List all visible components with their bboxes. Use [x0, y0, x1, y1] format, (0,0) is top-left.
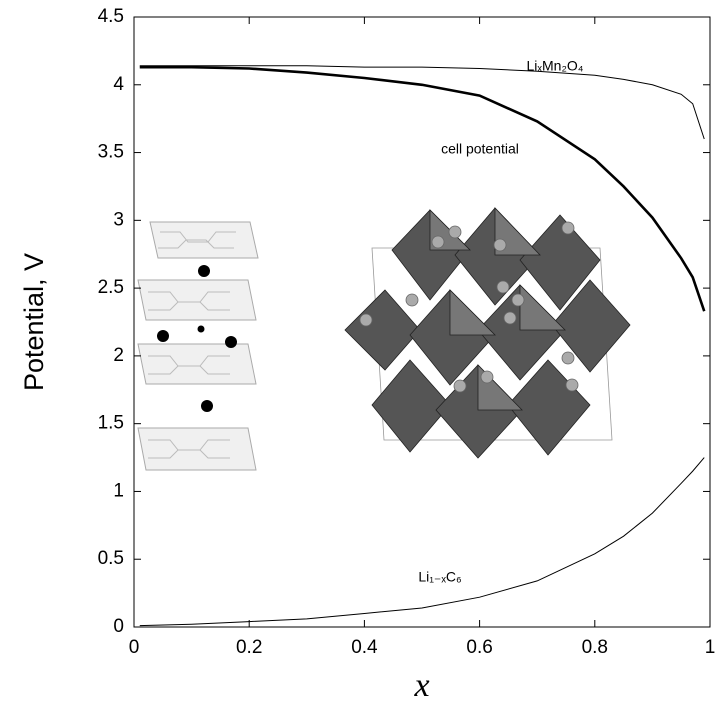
plot-frame: [133, 16, 711, 628]
y-tick-label: 2.5: [98, 277, 124, 298]
annotation: LiₓMn₂O₄: [527, 58, 584, 74]
y-tick-label: 3.5: [98, 142, 124, 163]
y-tick-label: 4.5: [98, 6, 124, 27]
y-tick-label: 0: [113, 616, 124, 637]
x-axis-title: x: [413, 667, 429, 704]
x-tick-label: 0: [129, 637, 140, 658]
y-tick-label: 3: [113, 209, 124, 230]
x-tick-label: 0.6: [466, 637, 492, 658]
x-tick-label: 0.2: [236, 637, 262, 658]
graphite-illustration: [137, 221, 259, 471]
curve: [139, 65, 706, 312]
y-tick-label: 4: [113, 74, 124, 95]
spinel-illustration: [344, 207, 631, 459]
x-tick-label: 0.4: [351, 637, 378, 658]
y-tick-label: 0.5: [98, 548, 124, 569]
annotation: cell potential: [441, 141, 519, 157]
lithium-atoms: [157, 265, 237, 412]
curve: [139, 457, 705, 627]
x-tick-label: 1: [705, 637, 716, 658]
annotation: Li₁₋ₓC₆: [418, 569, 461, 585]
x-tick-label: 0.8: [582, 637, 608, 658]
y-tick-label: 2: [113, 345, 124, 366]
y-axis-title: Potential, V: [19, 253, 49, 391]
y-tick-label: 1.5: [98, 413, 124, 434]
y-tick-label: 1: [113, 480, 124, 501]
curve: [139, 65, 705, 140]
